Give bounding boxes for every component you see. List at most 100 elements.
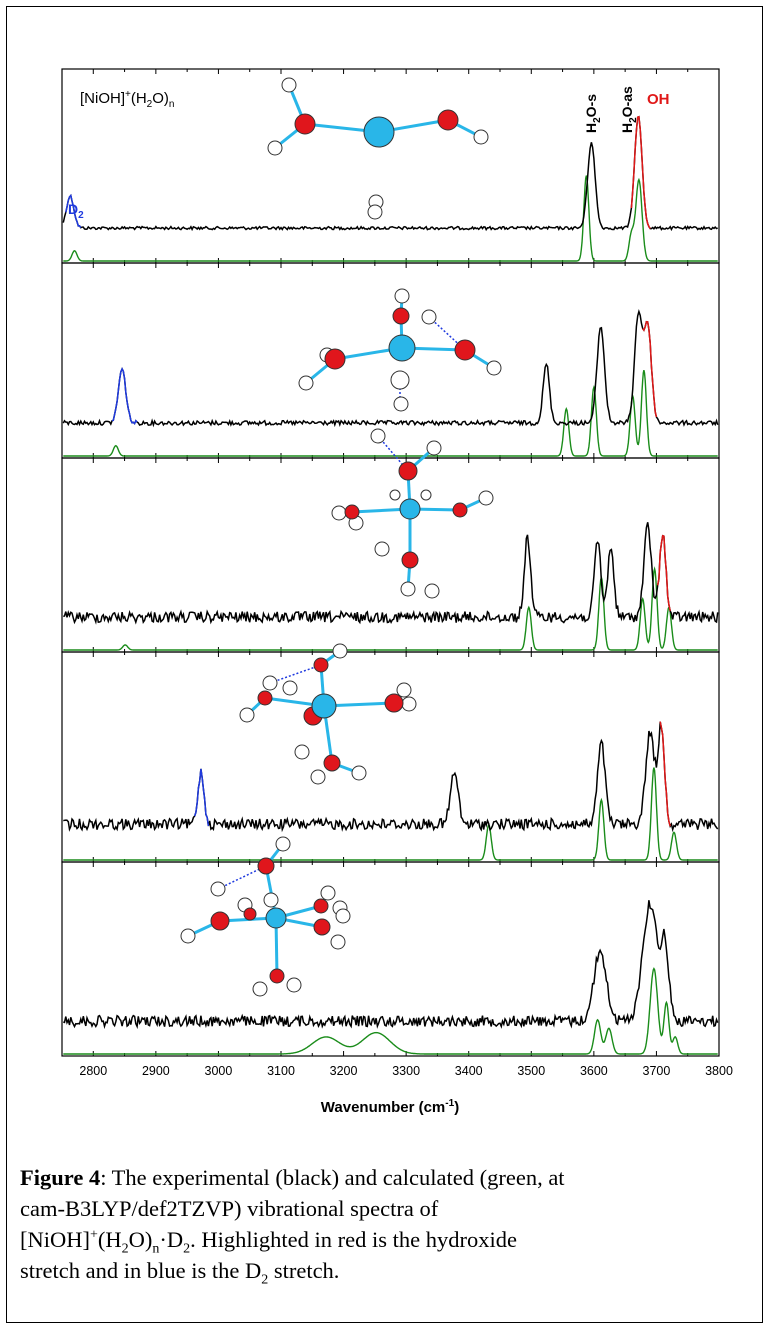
hydroxide-stretch-highlight [642,320,658,418]
caption-line-3: . Highlighted in red is the hydroxide [190,1227,517,1252]
panel-frame [61,651,720,863]
h2o-as-band-label: H2O-as [619,86,639,133]
oxygen-atom [243,907,257,921]
hydrogen-atom [275,836,291,852]
oxygen-atom [313,657,329,673]
hydrogen-atom [374,541,390,557]
hydrogen-atom [390,370,410,390]
x-axis-title: Wavenumber (cm-1) [321,1098,459,1116]
oxygen-atom [324,348,346,370]
experimental-spectrum-line [63,522,719,625]
caption-line-4: stretch and in blue is the D2 stretch. [20,1258,340,1288]
experimental-spectrum-line [62,115,718,232]
spectrum-panel-3 [61,457,720,653]
x-tick-label: 2800 [79,1064,107,1078]
x-tick-label: 3600 [580,1064,608,1078]
hydrogen-atom [424,583,440,599]
hydrogen-atom [330,934,346,950]
hydrogen-atom [331,505,347,521]
oxygen-atom [384,693,404,713]
hydrogen-atom [282,680,298,696]
oxygen-atom [401,551,419,569]
formula-label: [NiOH]+(H2O)n [80,89,174,110]
hydrogen-atom [294,744,310,760]
experimental-spectrum-line [62,308,719,428]
experimental-spectrum-line [63,900,719,1030]
hydrogen-atom [252,981,268,997]
oh-band-label: OH [647,91,670,108]
oxygen-atom [294,113,316,135]
x-tick-label: 3200 [330,1064,358,1078]
hydrogen-atom [486,360,502,376]
hydrogen-atom [281,77,297,93]
calculated-spectrum-line [63,175,718,262]
d2-stretch-highlight [111,367,138,425]
panel-frame [61,861,720,1057]
hydrogen-atom [320,885,336,901]
hydrogen-atom [298,375,314,391]
oxygen-atom [454,339,476,361]
hydrogen-atom [478,490,494,506]
hydroxide-stretch-highlight [656,534,671,612]
hydrogen-atom [286,977,302,993]
hydrogen-atom [473,129,489,145]
d2-stretch-highlight [193,768,210,827]
hydrogen-atom [262,675,278,691]
nickel-atom [388,334,416,362]
x-tick-label: 3800 [705,1064,733,1078]
x-tick-label: 3300 [392,1064,420,1078]
spectra-plot: 2800 2900 3000 3100 3200 3300 3400 3500 3600 3700… [61,68,733,1078]
x-tick-labels: 2800 2900 3000 3100 3200 3300 3400 3500 3600 3700… [79,1064,733,1078]
caption-line-2: cam-B3LYP/def2TZVP) vibrational spectra … [20,1196,439,1221]
oxygen-atom [323,754,341,772]
hydrogen-atom [421,309,437,325]
hydrogen-atom [239,707,255,723]
molecule-structures [180,77,502,997]
plot-labels: [NiOH]+(H2O)n D2 H2O-s H2O-as OH Wavenum… [68,86,670,1116]
panel-frame [61,262,720,459]
x-tick-label: 3000 [205,1064,233,1078]
x-tick-label: 3700 [643,1064,671,1078]
hydrogen-atom [335,908,351,924]
x-tick-label: 3400 [455,1064,483,1078]
hydrogen-bond-line [217,865,267,890]
oxygen-atom [437,109,459,131]
nickel-atom [265,907,287,929]
nickel-atom [363,116,395,148]
hydrogen-atom [400,581,416,597]
calculated-spectrum-line [63,967,718,1055]
calculated-spectrum-line [63,566,718,651]
hydrogen-atom [396,682,412,698]
spectrum-panel-4 [61,651,720,863]
hydroxide-stretch-highlight [630,115,651,230]
oxygen-atom [344,504,360,520]
spectrum-panel-2 [61,262,720,459]
experimental-spectrum-line [63,721,719,833]
x-tick-label: 3100 [267,1064,295,1078]
spectrum-panel-5 [61,861,720,1057]
caption-figure-number: Figure 4 [20,1165,101,1190]
hydroxide-stretch-highlight [659,721,671,827]
hydrogen-atom [210,881,226,897]
oxygen-atom [269,968,285,984]
oxygen-atom [313,898,329,914]
x-tick-label: 2900 [142,1064,170,1078]
hydrogen-atom [394,288,410,304]
hydrogen-atom [310,769,326,785]
caption-formula: [NiOH]+(H2O)n·D2 [20,1227,191,1257]
calculated-spectrum-line [63,767,718,861]
hydrogen-atom [420,489,432,501]
oxygen-atom [257,857,275,875]
hydrogen-atom [367,204,383,220]
figure-caption: Figure 4: The experimental (black) and c… [20,1162,750,1288]
oxygen-atom [313,918,331,936]
figure-border [6,6,763,1323]
hydrogen-atom [351,765,367,781]
hydrogen-atom [370,428,386,444]
x-tick-label: 3500 [517,1064,545,1078]
nickel-atom [399,498,421,520]
oxygen-atom [392,307,410,325]
h2o-s-band-label: H2O-s [583,94,603,133]
oxygen-atom [452,502,468,518]
